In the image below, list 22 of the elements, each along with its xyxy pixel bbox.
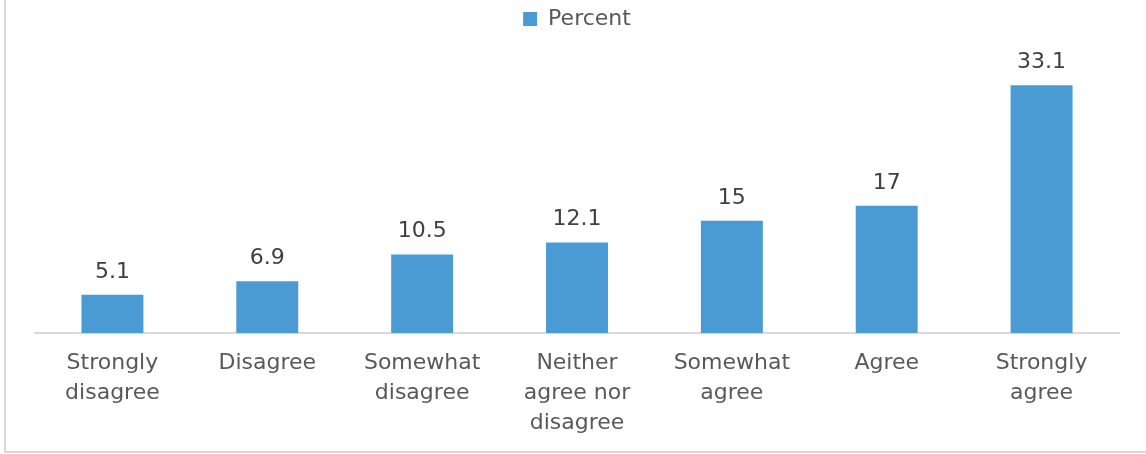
bar [391, 254, 454, 333]
x-tick-label: Disagree [218, 348, 317, 374]
x-tick-label: Strongly agree [995, 348, 1088, 404]
bar [546, 242, 608, 333]
legend-label: Percent [548, 4, 632, 30]
x-tick-label: Somewhat disagree [363, 348, 481, 404]
x-tick-label: Somewhat agree [673, 348, 791, 404]
data-label: 12.1 [552, 205, 602, 231]
data-label: 6.9 [249, 244, 285, 270]
x-tick-label: Strongly disagree [65, 348, 160, 404]
data-label: 5.1 [94, 257, 130, 283]
data-label: 15 [717, 183, 746, 209]
data-label: 17 [872, 168, 901, 194]
x-tick-label: Neither agree nor disagree [523, 348, 632, 434]
bar [236, 281, 299, 333]
data-label: 10.5 [397, 217, 447, 243]
x-tick-label: Agree [854, 348, 920, 374]
bar [855, 205, 918, 333]
data-label: 33.1 [1017, 48, 1067, 74]
bar [81, 294, 144, 333]
bar [700, 220, 763, 333]
bar [1010, 85, 1073, 333]
